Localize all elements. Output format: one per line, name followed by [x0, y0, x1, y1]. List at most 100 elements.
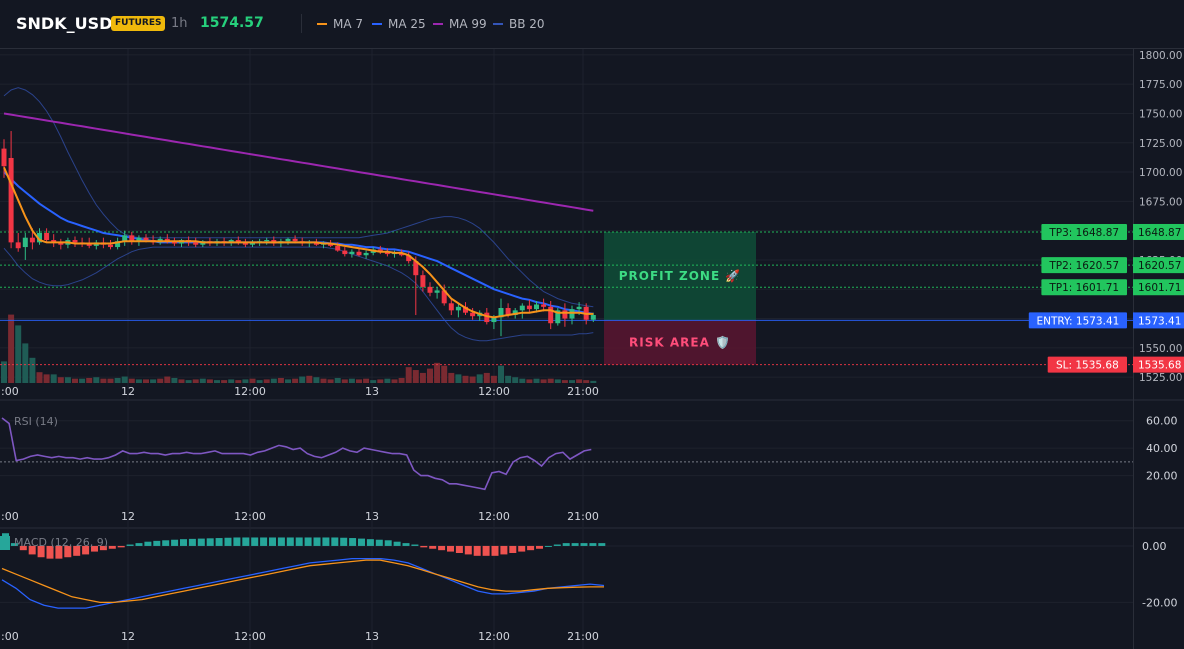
volume-bar: [277, 377, 284, 383]
last-price: 1574.57: [200, 15, 264, 31]
time-tick-label: 13: [365, 385, 379, 398]
candle-body: [491, 317, 497, 323]
macd-histogram-bar: [10, 543, 18, 546]
macd-histogram-bar: [206, 538, 214, 546]
volume-bar: [299, 376, 306, 383]
candle-body: [519, 305, 525, 311]
level-label: TP2: 1620.57: [1048, 260, 1119, 272]
time-tick-label: 12: [121, 510, 135, 523]
macd-histogram-bar: [509, 545, 517, 553]
volume-bar: [270, 378, 277, 383]
candle-body: [72, 240, 78, 243]
candle-body: [548, 306, 554, 324]
volume-bar: [370, 380, 377, 383]
rsi-tick-label: 20.00: [1146, 470, 1178, 483]
time-tick-label: 13: [365, 510, 379, 523]
candle-body: [193, 242, 199, 245]
volume-bar: [93, 377, 100, 383]
legend-label: MA 7: [333, 17, 364, 31]
macd-histogram-bar: [37, 545, 45, 558]
macd-histogram-bar: [473, 545, 481, 556]
axis-price-box: [1133, 223, 1184, 240]
macd-histogram-bar: [455, 545, 463, 553]
time-tick-label: 2:00: [0, 385, 19, 398]
candle-body: [470, 312, 476, 317]
macd-histogram-bar: [349, 538, 357, 546]
candle-body: [242, 242, 248, 245]
legend-label: MA 99: [449, 17, 487, 31]
macd-histogram-bar: [500, 545, 508, 555]
candle-body: [1, 148, 7, 167]
volume-bar: [128, 378, 135, 383]
volume-bar: [526, 379, 533, 383]
futures-badge: FUTURES: [111, 16, 166, 31]
price-tick-label: 1700.00: [1139, 167, 1182, 179]
volume-bar: [391, 379, 398, 383]
legend-bb20[interactable]: BB 20: [493, 17, 545, 31]
symbol-name[interactable]: SNDK_USDT: [16, 14, 124, 33]
volume-bar: [476, 374, 483, 383]
volume-bar: [214, 380, 220, 383]
volume-bar: [533, 378, 540, 383]
timeframe-label[interactable]: 1h: [171, 16, 188, 31]
candle-body: [555, 310, 561, 324]
volume-bar: [540, 379, 547, 383]
volume-bar: [419, 372, 426, 383]
time-tick-label: 12:00: [234, 510, 266, 523]
macd-histogram-bar: [99, 545, 107, 551]
macd-histogram-bar: [233, 537, 241, 546]
volume-bar: [377, 379, 384, 383]
macd-histogram-bar: [251, 537, 259, 546]
legend-ma7[interactable]: MA 7: [317, 17, 363, 31]
time-tick-label: 21:00: [567, 510, 599, 523]
macd-histogram-bar: [269, 537, 276, 546]
volume-bar: [29, 357, 36, 383]
volume-bar: [263, 379, 270, 383]
time-tick-label: 12: [121, 630, 135, 643]
volume-bar: [427, 368, 433, 383]
volume-bar: [235, 380, 242, 383]
macd-histogram-bar: [438, 545, 446, 551]
candle-body: [455, 306, 461, 311]
price-tick-label: 1750.00: [1139, 108, 1182, 120]
axis-price-box: [1133, 312, 1184, 329]
legend-label: MA 25: [388, 17, 426, 31]
volume-bar: [505, 375, 512, 383]
candle-body: [292, 238, 298, 242]
macd-tick-label: -20.00: [1142, 596, 1177, 609]
volume-bar: [576, 379, 583, 383]
legend-ma99[interactable]: MA 99: [433, 17, 487, 31]
candle-body: [434, 290, 440, 293]
volume-bar: [43, 374, 50, 383]
volume-bar: [583, 380, 590, 383]
volume-bar: [384, 378, 391, 383]
macd-histogram-bar: [304, 537, 312, 546]
macd-histogram-bar: [527, 545, 535, 551]
volume-bar: [178, 379, 185, 383]
volume-bar: [72, 378, 78, 383]
macd-histogram-bar: [215, 538, 223, 546]
candle-body: [463, 306, 468, 313]
macd-histogram-bar: [562, 543, 570, 546]
macd-histogram-bar: [55, 545, 63, 559]
macd-histogram-bar: [260, 537, 268, 546]
candle-body: [413, 261, 419, 276]
macd-legend-swatch: [0, 536, 10, 550]
rsi-tick-label: 60.00: [1146, 415, 1178, 428]
macd-histogram-bar: [197, 538, 205, 546]
legend-ma25[interactable]: MA 25: [372, 17, 426, 31]
price-tick-label: 1525.00: [1139, 372, 1182, 384]
candle-body: [512, 310, 518, 316]
macd-histogram-bar: [188, 538, 196, 546]
candle-body: [51, 240, 57, 243]
volume-bar: [50, 374, 57, 383]
volume-bar: [363, 378, 370, 383]
macd-histogram-bar: [571, 543, 579, 546]
macd-histogram-bar: [393, 541, 401, 546]
level-label-box: [1041, 223, 1127, 240]
macd-histogram-bar: [384, 540, 392, 546]
volume-bar: [114, 377, 121, 383]
volume-bar: [135, 379, 142, 383]
bb-upper-line: [3, 87, 594, 308]
